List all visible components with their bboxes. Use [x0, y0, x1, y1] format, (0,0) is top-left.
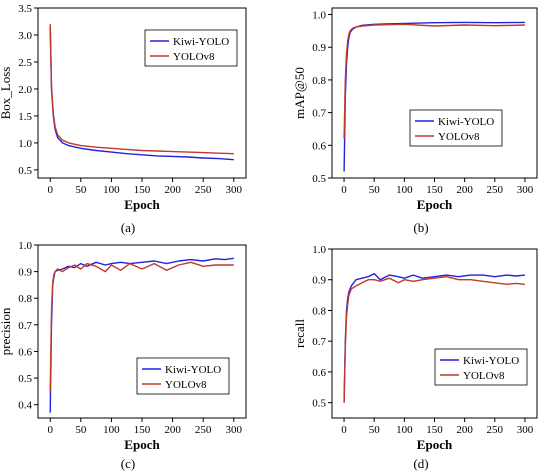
- legend-label: Kiwi-YOLO: [165, 364, 221, 376]
- x-tick-label: 50: [369, 184, 381, 196]
- y-tick-label: 0.9: [312, 42, 326, 54]
- x-axis-title: Epoch: [417, 437, 453, 452]
- y-tick-label: 3.5: [18, 3, 32, 15]
- x-tick-label: 300: [226, 424, 243, 436]
- legend-box: [434, 348, 528, 386]
- legend: Kiwi-YOLO YOLOv8: [136, 357, 230, 395]
- y-tick-label: 1.0: [18, 138, 32, 150]
- y-tick-label: 1.0: [18, 240, 32, 252]
- legend-box: [409, 109, 503, 147]
- legend: Kiwi-YOLO YOLOv8: [144, 29, 238, 67]
- x-axis-title: Epoch: [124, 437, 160, 452]
- x-tick-label: 300: [226, 184, 243, 196]
- panel-caption: (c): [121, 456, 135, 471]
- x-tick-label: 0: [47, 184, 53, 196]
- y-tick-label: 0.5: [18, 165, 32, 177]
- series-line-yolov8: [49, 24, 234, 155]
- x-tick-label: 300: [517, 184, 534, 196]
- panel-caption: (b): [413, 220, 428, 235]
- x-tick-label: 250: [487, 424, 504, 436]
- x-tick-label: 250: [195, 424, 212, 436]
- y-tick-label: 1.0: [312, 10, 326, 22]
- y-tick-label: 0.5: [312, 173, 326, 185]
- y-tick-label: 0.5: [312, 398, 326, 410]
- panel-caption: (d): [413, 456, 428, 471]
- y-axis-title: mAP@50: [292, 67, 307, 119]
- chart-panel-3: 0 50 100 150 200 250 300 0.4 0.5 0.6 0.7 0.8 0.9 1.0 E…: [0, 240, 247, 471]
- x-tick-label: 50: [369, 424, 381, 436]
- y-tick-label: 3.0: [18, 30, 32, 42]
- y-tick-label: 0.6: [312, 367, 326, 379]
- y-tick-label: 1.5: [18, 111, 32, 123]
- y-tick-label: 1.0: [312, 244, 326, 256]
- x-tick-label: 150: [426, 424, 443, 436]
- panel-caption: (a): [121, 220, 135, 235]
- legend-label: Kiwi-YOLO: [463, 355, 519, 367]
- y-tick-label: 0.8: [312, 305, 326, 317]
- series-line-yolov8: [49, 261, 234, 392]
- chart-panel-4: 0 50 100 150 200 250 300 0.5 0.6 0.7 0.8 0.9 1.0 Epoc…: [292, 244, 538, 471]
- legend-label: YOLOv8: [165, 379, 207, 391]
- x-tick-label: 0: [47, 424, 53, 436]
- x-tick-label: 100: [396, 424, 413, 436]
- y-tick-label: 0.4: [18, 400, 32, 412]
- chart-panel-1: 0 50 100 150 200 250 300 0.5 1.0 1.5 2.0 2.5 3.0 3.5 E…: [0, 3, 247, 235]
- legend-label: YOLOv8: [438, 131, 480, 143]
- x-tick-label: 0: [341, 184, 347, 196]
- legend-label: Kiwi-YOLO: [173, 36, 229, 48]
- y-axis-title: recall: [292, 319, 307, 348]
- y-tick-label: 0.9: [18, 267, 32, 279]
- chart-panel-2: 0 50 100 150 200 250 300 0.5 0.6 0.7 0.8 0.9 1.0 Epoc…: [292, 7, 538, 235]
- legend-box: [144, 29, 238, 67]
- legend: Kiwi-YOLO YOLOv8: [409, 109, 503, 147]
- y-tick-label: 0.8: [312, 75, 326, 87]
- x-tick-label: 200: [456, 424, 473, 436]
- legend-label: YOLOv8: [173, 51, 215, 63]
- x-tick-label: 50: [75, 424, 87, 436]
- legend-label: YOLOv8: [463, 370, 505, 382]
- x-tick-label: 0: [341, 424, 347, 436]
- x-tick-label: 150: [134, 424, 151, 436]
- y-tick-label: 0.6: [312, 140, 326, 152]
- x-tick-label: 250: [487, 184, 504, 196]
- x-tick-label: 100: [396, 184, 413, 196]
- y-tick-label: 0.7: [18, 320, 32, 332]
- x-tick-label: 150: [134, 184, 151, 196]
- x-axis-title: Epoch: [417, 197, 453, 212]
- y-tick-label: 2.0: [18, 84, 32, 96]
- x-tick-label: 150: [426, 184, 443, 196]
- y-axis-title: precision: [0, 307, 13, 355]
- x-tick-label: 200: [164, 424, 181, 436]
- x-tick-label: 200: [164, 184, 181, 196]
- y-tick-label: 0.6: [18, 346, 32, 358]
- x-tick-label: 250: [195, 184, 212, 196]
- x-axis-title: Epoch: [124, 197, 160, 212]
- series-line-kiwi-yolo: [343, 272, 525, 403]
- legend-box: [136, 357, 230, 395]
- y-tick-label: 0.5: [18, 373, 32, 385]
- y-axis-title: Box_Loss: [0, 67, 13, 120]
- y-tick-label: 0.7: [312, 108, 326, 120]
- x-tick-label: 100: [103, 424, 120, 436]
- legend-label: Kiwi-YOLO: [438, 116, 494, 128]
- y-tick-label: 2.5: [18, 57, 32, 69]
- x-tick-label: 50: [75, 184, 87, 196]
- legend: Kiwi-YOLO YOLOv8: [434, 348, 528, 386]
- x-tick-label: 300: [517, 424, 534, 436]
- y-tick-label: 0.8: [18, 293, 32, 305]
- x-tick-label: 200: [456, 184, 473, 196]
- y-tick-label: 0.7: [312, 336, 326, 348]
- y-tick-label: 0.9: [312, 275, 326, 287]
- series-line-yolov8: [343, 23, 525, 139]
- series-line-yolov8: [343, 276, 525, 403]
- x-tick-label: 100: [103, 184, 120, 196]
